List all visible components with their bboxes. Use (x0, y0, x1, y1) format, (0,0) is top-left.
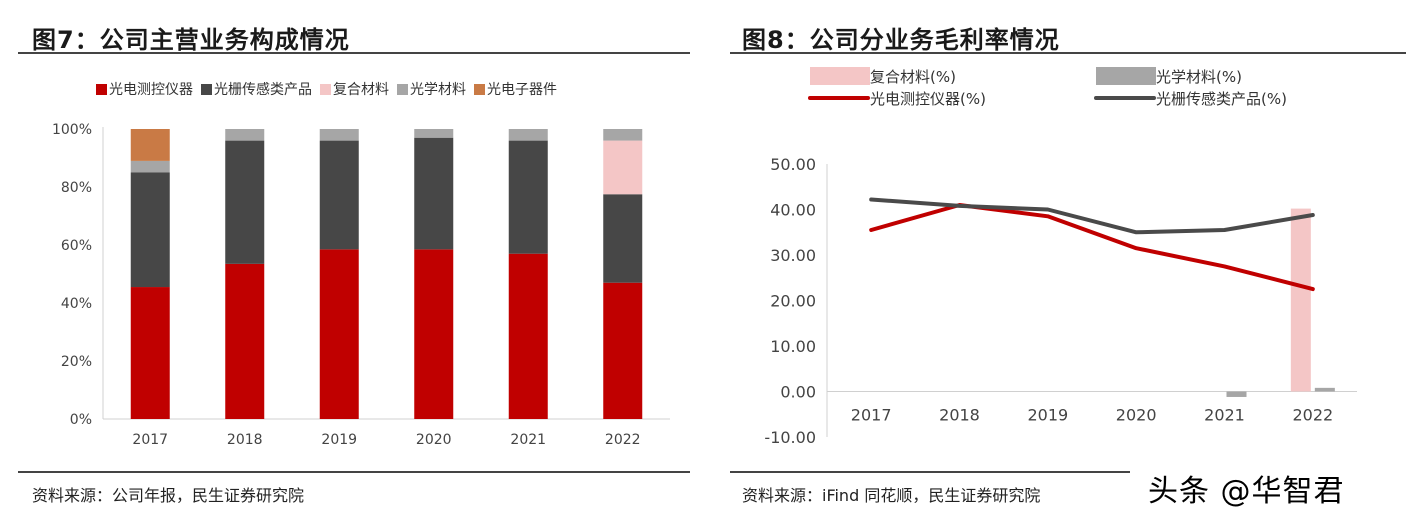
bar-segment-2019-0 (319, 249, 359, 419)
bar-segment-2017-1 (130, 172, 170, 288)
legend-swatch-4 (474, 84, 485, 95)
bar-segment-2019-1 (319, 140, 359, 250)
right-figure-title: 图8：公司分业务毛利率情况 (742, 26, 1060, 54)
x-tick-label: 2018 (227, 432, 263, 448)
x-tick-label: 2017 (851, 406, 892, 425)
legend-label-2: 复合材料 (333, 81, 389, 98)
left-source-note: 资料来源：公司年报，民生证券研究院 (32, 486, 305, 505)
x-tick-label: 2020 (1116, 406, 1157, 425)
y-tick-label: 50.00 (770, 155, 816, 174)
bar-0-2022 (1290, 208, 1311, 392)
y-tick-label: 0% (70, 412, 92, 428)
bar-1-2021 (1226, 391, 1247, 397)
y-tick-label: -10.00 (764, 428, 816, 447)
right-figure: 图8：公司分业务毛利率情况 复合材料(%) 光学材料(%) 光电测控仪器(%) 光栅传… (730, 0, 1423, 519)
x-tick-label: 2022 (1292, 406, 1333, 425)
y-tick-label: 20.00 (770, 292, 816, 311)
bar-segment-2022-1 (603, 194, 643, 283)
bar-segment-2017-0 (130, 287, 170, 419)
bar-segment-2017-3 (130, 160, 170, 173)
legend-label-0: 光电测控仪器 (109, 82, 193, 98)
legend-label-4: 光电子器件 (487, 82, 557, 98)
bar-segment-2022-0 (603, 282, 643, 419)
x-tick-label: 2022 (605, 432, 641, 448)
bar-segment-2018-3 (225, 129, 265, 141)
x-tick-label: 2017 (132, 432, 168, 448)
legend-label-3: 光栅传感类产品(%) (1156, 90, 1287, 108)
y-tick-label: 0.00 (780, 383, 816, 402)
legend-swatch-2 (320, 84, 331, 95)
left-title-rule (18, 52, 690, 54)
right-title-rule (730, 52, 1406, 54)
x-tick-label: 2021 (1204, 406, 1245, 425)
bar-1-2022 (1314, 387, 1335, 392)
right-source-rule (730, 471, 1130, 473)
left-source-rule (18, 471, 690, 473)
y-tick-label: 80% (61, 180, 92, 196)
left-figure: 图7：公司主营业务构成情况 光电测控仪器 光栅传感类产品 复合材料 光学材料 光电子器件… (0, 0, 700, 519)
y-tick-label: 40.00 (770, 201, 816, 220)
legend-swatch-0 (96, 84, 107, 95)
y-tick-label: 40% (61, 296, 92, 312)
bar-segment-2017-4 (130, 129, 170, 161)
legend-swatch-1 (1096, 67, 1156, 85)
y-tick-label: 10.00 (770, 337, 816, 356)
bar-segment-2021-3 (508, 129, 548, 141)
right-source-note: 资料来源：iFind 同花顺，民生证券研究院 (742, 486, 1041, 505)
legend-swatch-1 (201, 84, 212, 95)
left-stacked-bar-chart: 光电测控仪器 光栅传感类产品 复合材料 光学材料 光电子器件 0% 20% 40% 60% 80%… (52, 81, 670, 448)
y-tick-label: 100% (52, 122, 92, 138)
x-tick-label: 2019 (1027, 406, 1068, 425)
legend-label-0: 复合材料(%) (870, 68, 956, 86)
x-tick-label: 2021 (510, 432, 546, 448)
bar-segment-2020-1 (414, 137, 454, 250)
y-tick-label: 20% (61, 354, 92, 370)
bar-segment-2021-0 (508, 253, 548, 419)
bar-segment-2021-1 (508, 140, 548, 254)
legend-swatch-0 (810, 67, 870, 85)
y-tick-label: 30.00 (770, 246, 816, 265)
bar-segment-2018-0 (225, 263, 265, 419)
bar-segment-2020-3 (414, 129, 454, 138)
bar-segment-2019-3 (319, 129, 359, 141)
bar-segment-2022-3 (603, 129, 643, 141)
legend-swatch-3 (397, 84, 408, 95)
x-tick-label: 2019 (321, 432, 357, 448)
legend-label-3: 光学材料 (410, 82, 466, 98)
x-tick-label: 2020 (416, 432, 452, 448)
series-line-1 (869, 197, 1315, 235)
legend-label-1: 光栅传感类产品 (214, 81, 312, 98)
y-tick-label: 60% (61, 238, 92, 254)
watermark: 头条 @华智君 (1148, 474, 1345, 509)
legend-label-1: 光学材料(%) (1156, 68, 1242, 86)
legend-label-2: 光电测控仪器(%) (870, 90, 986, 108)
right-line-chart: 复合材料(%) 光学材料(%) 光电测控仪器(%) 光栅传感类产品(%) -10.00 0… (764, 67, 1357, 447)
left-figure-title: 图7：公司主营业务构成情况 (32, 26, 350, 54)
bar-segment-2022-2 (603, 140, 643, 195)
x-tick-label: 2018 (939, 406, 980, 425)
series-line-0 (869, 203, 1315, 292)
bar-segment-2018-1 (225, 140, 265, 264)
bar-segment-2020-0 (414, 249, 454, 419)
